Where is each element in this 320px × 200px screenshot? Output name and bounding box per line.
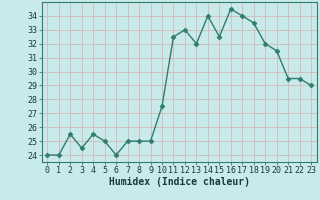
X-axis label: Humidex (Indice chaleur): Humidex (Indice chaleur) (109, 177, 250, 187)
